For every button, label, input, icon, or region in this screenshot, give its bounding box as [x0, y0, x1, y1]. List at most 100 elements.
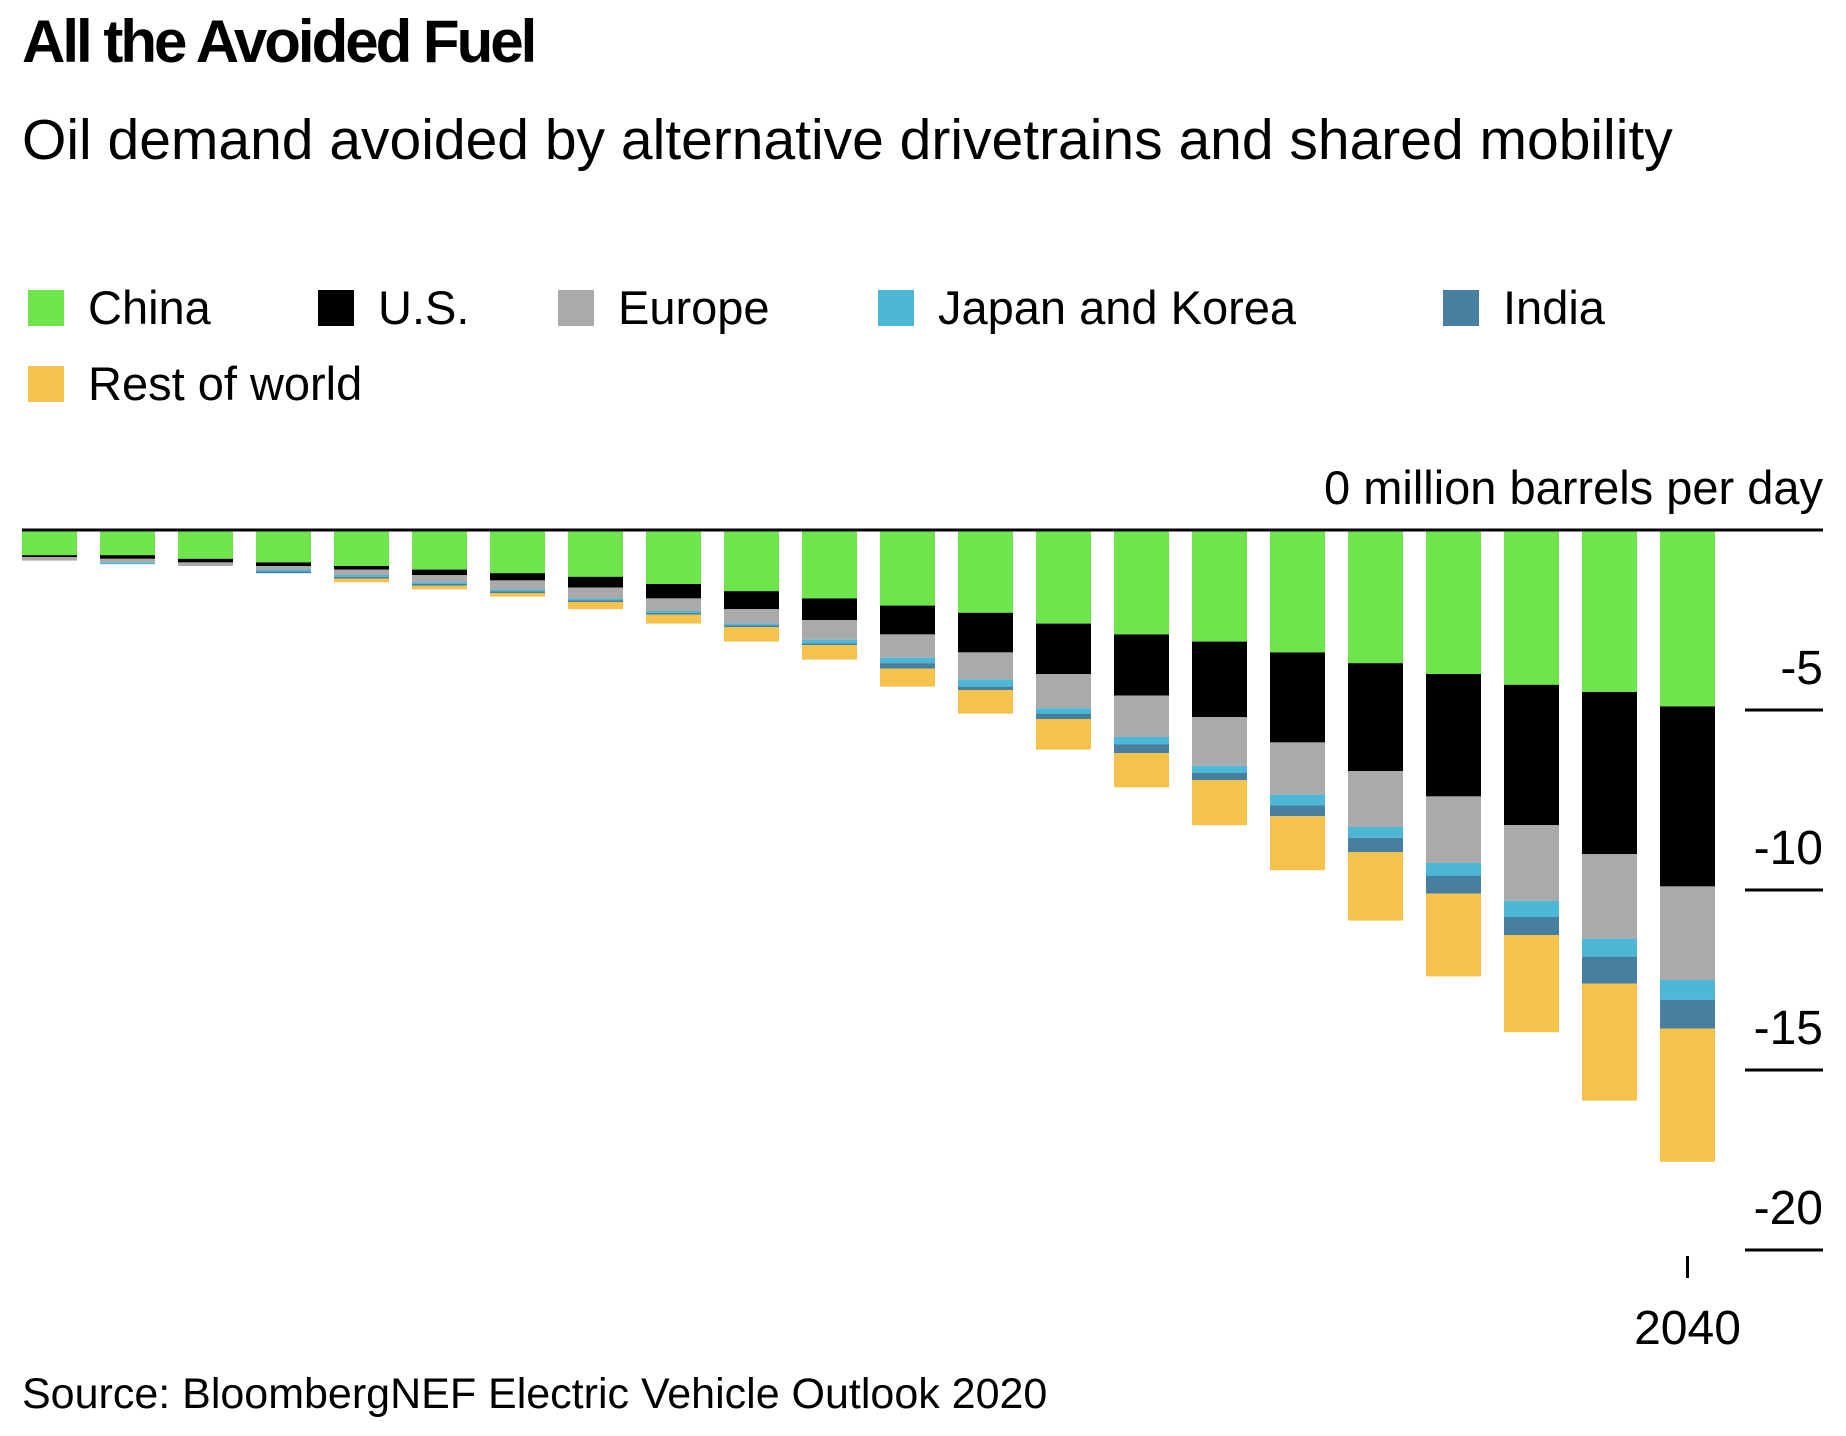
bar-segment-2034-u-s- [1192, 641, 1247, 718]
chart-title: All the Avoided Fuel [22, 8, 537, 75]
bar-segment-2038-rest-of-world [1504, 935, 1559, 1033]
bar-segment-2037-u-s- [1426, 674, 1481, 797]
bar-segment-2033-u-s- [1114, 634, 1169, 696]
bar-segment-2020-japan-and-korea [100, 562, 155, 565]
legend-swatch-china [28, 289, 64, 326]
bar-segment-2026-europe [568, 587, 623, 599]
bar-segment-2022-europe [256, 566, 311, 570]
bar-segment-2022-china [256, 530, 311, 563]
bar-segment-2023-japan-and-korea [334, 575, 389, 577]
bar-segment-2039-japan-and-korea [1582, 938, 1637, 957]
bar-segment-2031-europe [958, 652, 1013, 680]
legend-item-china: China [28, 280, 211, 335]
bar-segment-2039-u-s- [1582, 692, 1637, 854]
legend-swatch-us [318, 289, 354, 326]
bar-segment-2036-europe [1348, 771, 1403, 827]
bar-segment-2026-japan-and-korea [568, 598, 623, 601]
legend-label-europe: Europe [618, 281, 770, 334]
bar-segment-2029-china [802, 530, 857, 599]
bar-segment-2030-india [880, 663, 935, 669]
bar-segment-2034-europe [1192, 717, 1247, 766]
bar-segment-2035-china [1270, 530, 1325, 653]
bar-segment-2024-europe [412, 575, 467, 583]
legend-item-india: India [1443, 280, 1605, 335]
bar-segment-2040-europe [1660, 886, 1715, 980]
bar-segment-2024-china [412, 530, 467, 570]
bar-segment-2034-china [1192, 530, 1247, 642]
bar-segment-2021-china [178, 530, 233, 559]
bar-segment-2035-india [1270, 805, 1325, 817]
bar-segment-2038-india [1504, 917, 1559, 935]
bar-segment-2032-india [1036, 713, 1091, 719]
legend-swatch-india [1443, 289, 1479, 326]
bar-segment-2033-japan-and-korea [1114, 737, 1169, 745]
bar-segment-2040-china [1660, 530, 1715, 707]
bar-segment-2027-u-s- [646, 584, 701, 599]
bar-segment-2028-japan-and-korea [724, 623, 779, 626]
bar-segment-2029-japan-and-korea [802, 639, 857, 644]
bar-segment-2024-rest-of-world [412, 585, 467, 590]
bar-segment-2020-europe [100, 558, 155, 563]
bar-segment-2027-india [646, 612, 701, 615]
legend-swatch-japan-korea [878, 289, 914, 326]
bar-segment-2038-europe [1504, 825, 1559, 901]
bar-segment-2040-india [1660, 999, 1715, 1029]
bar-segment-2039-china [1582, 530, 1637, 692]
bar-segment-2033-china [1114, 530, 1169, 635]
bar-segment-2027-china [646, 530, 701, 584]
x-tick-label-2040: 2040 [1634, 1302, 1741, 1355]
bar-segment-2031-india [958, 686, 1013, 691]
bar-segment-2039-india [1582, 956, 1637, 984]
bar-segment-2020-u-s- [100, 555, 155, 559]
legend-swatch-europe [558, 289, 594, 326]
legend-item-europe: Europe [558, 280, 770, 335]
bar-segment-2036-india [1348, 837, 1403, 853]
bar-segment-2031-japan-and-korea [958, 679, 1013, 687]
legend-item-us: U.S. [318, 280, 469, 335]
bar-segment-2021-u-s- [178, 558, 233, 563]
bar-segment-2023-china [334, 530, 389, 566]
bar-segment-2026-rest-of-world [568, 602, 623, 610]
bar-segment-2038-u-s- [1504, 684, 1559, 826]
bar-segment-2040-u-s- [1660, 706, 1715, 887]
bar-segment-2039-rest-of-world [1582, 983, 1637, 1101]
source-note: Source: BloombergNEF Electric Vehicle Ou… [22, 1370, 1048, 1418]
bar-segment-2023-rest-of-world [334, 578, 389, 583]
bar-segment-2028-india [724, 625, 779, 628]
bar-segment-2038-japan-and-korea [1504, 900, 1559, 917]
bar-segment-2025-u-s- [490, 573, 545, 581]
bar-segment-2028-rest-of-world [724, 627, 779, 642]
bar-segment-2032-china [1036, 530, 1091, 624]
bar-segment-2019-china [22, 530, 77, 556]
bar-segment-2031-u-s- [958, 612, 1013, 653]
bar-segment-2033-europe [1114, 695, 1169, 737]
bar-segment-2030-rest-of-world [880, 668, 935, 687]
legend-item-japan-korea: Japan and Korea [878, 280, 1296, 335]
bar-segment-2036-china [1348, 530, 1403, 664]
bar-segment-2038-china [1504, 530, 1559, 685]
bar-segment-2037-japan-and-korea [1426, 863, 1481, 876]
bar-segment-2025-india [490, 591, 545, 593]
bar-segment-2032-u-s- [1036, 623, 1091, 674]
bar-segment-2030-europe [880, 634, 935, 658]
bar-segment-2028-europe [724, 609, 779, 624]
legend-label-rest-of-world: Rest of world [88, 357, 363, 410]
bar-segment-2026-china [568, 530, 623, 577]
y-tick-label-20: -20 [1754, 1182, 1823, 1235]
bar-segment-2024-japan-and-korea [412, 582, 467, 584]
legend-label-us: U.S. [378, 281, 470, 334]
bar-segment-2037-rest-of-world [1426, 893, 1481, 977]
bar-segment-2024-india [412, 584, 467, 586]
bar-segment-2035-rest-of-world [1270, 816, 1325, 871]
bar-segment-2034-japan-and-korea [1192, 765, 1247, 773]
bar-segment-2032-japan-and-korea [1036, 708, 1091, 714]
bar-segment-2029-u-s- [802, 598, 857, 620]
bar-segment-2028-china [724, 530, 779, 592]
bar-segment-2030-japan-and-korea [880, 657, 935, 664]
bar-segment-2035-japan-and-korea [1270, 794, 1325, 806]
bar-segment-2030-china [880, 530, 935, 606]
bar-segment-2035-europe [1270, 742, 1325, 795]
bar-segment-2028-u-s- [724, 591, 779, 610]
bar-segment-2035-u-s- [1270, 652, 1325, 743]
